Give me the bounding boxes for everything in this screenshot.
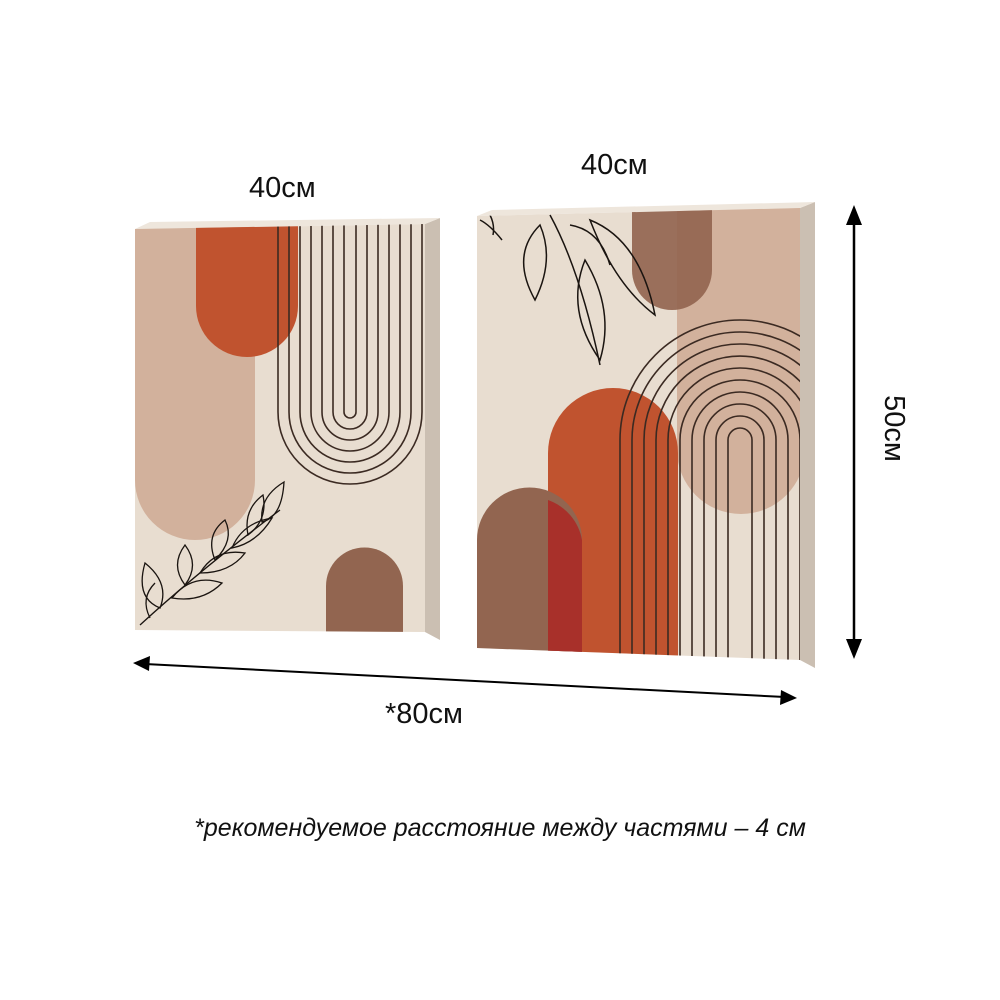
width-arrow <box>133 656 797 705</box>
height-label: 50см <box>877 395 910 462</box>
right-canvas <box>477 202 815 668</box>
left-width-label: 40см <box>249 172 316 204</box>
red-overlap <box>548 500 582 660</box>
brown-arch <box>326 547 403 632</box>
left-canvas <box>135 218 440 640</box>
brown-top-arch <box>632 208 712 310</box>
line-arches <box>277 224 423 485</box>
left-canvas-side <box>425 218 440 640</box>
spacing-footnote: *рекомендуемое расстояние между частями … <box>194 814 806 842</box>
leaf-branch-icon <box>479 214 657 366</box>
orange-arch <box>196 224 298 357</box>
total-width-label: *80см <box>385 698 463 730</box>
right-width-label: 40см <box>581 149 648 181</box>
right-canvas-side <box>800 202 815 668</box>
right-canvas-top <box>477 202 815 216</box>
height-arrow <box>846 205 862 659</box>
left-canvas-top <box>135 218 440 229</box>
line-arches <box>619 319 800 660</box>
leaf-branch-icon <box>139 480 285 626</box>
